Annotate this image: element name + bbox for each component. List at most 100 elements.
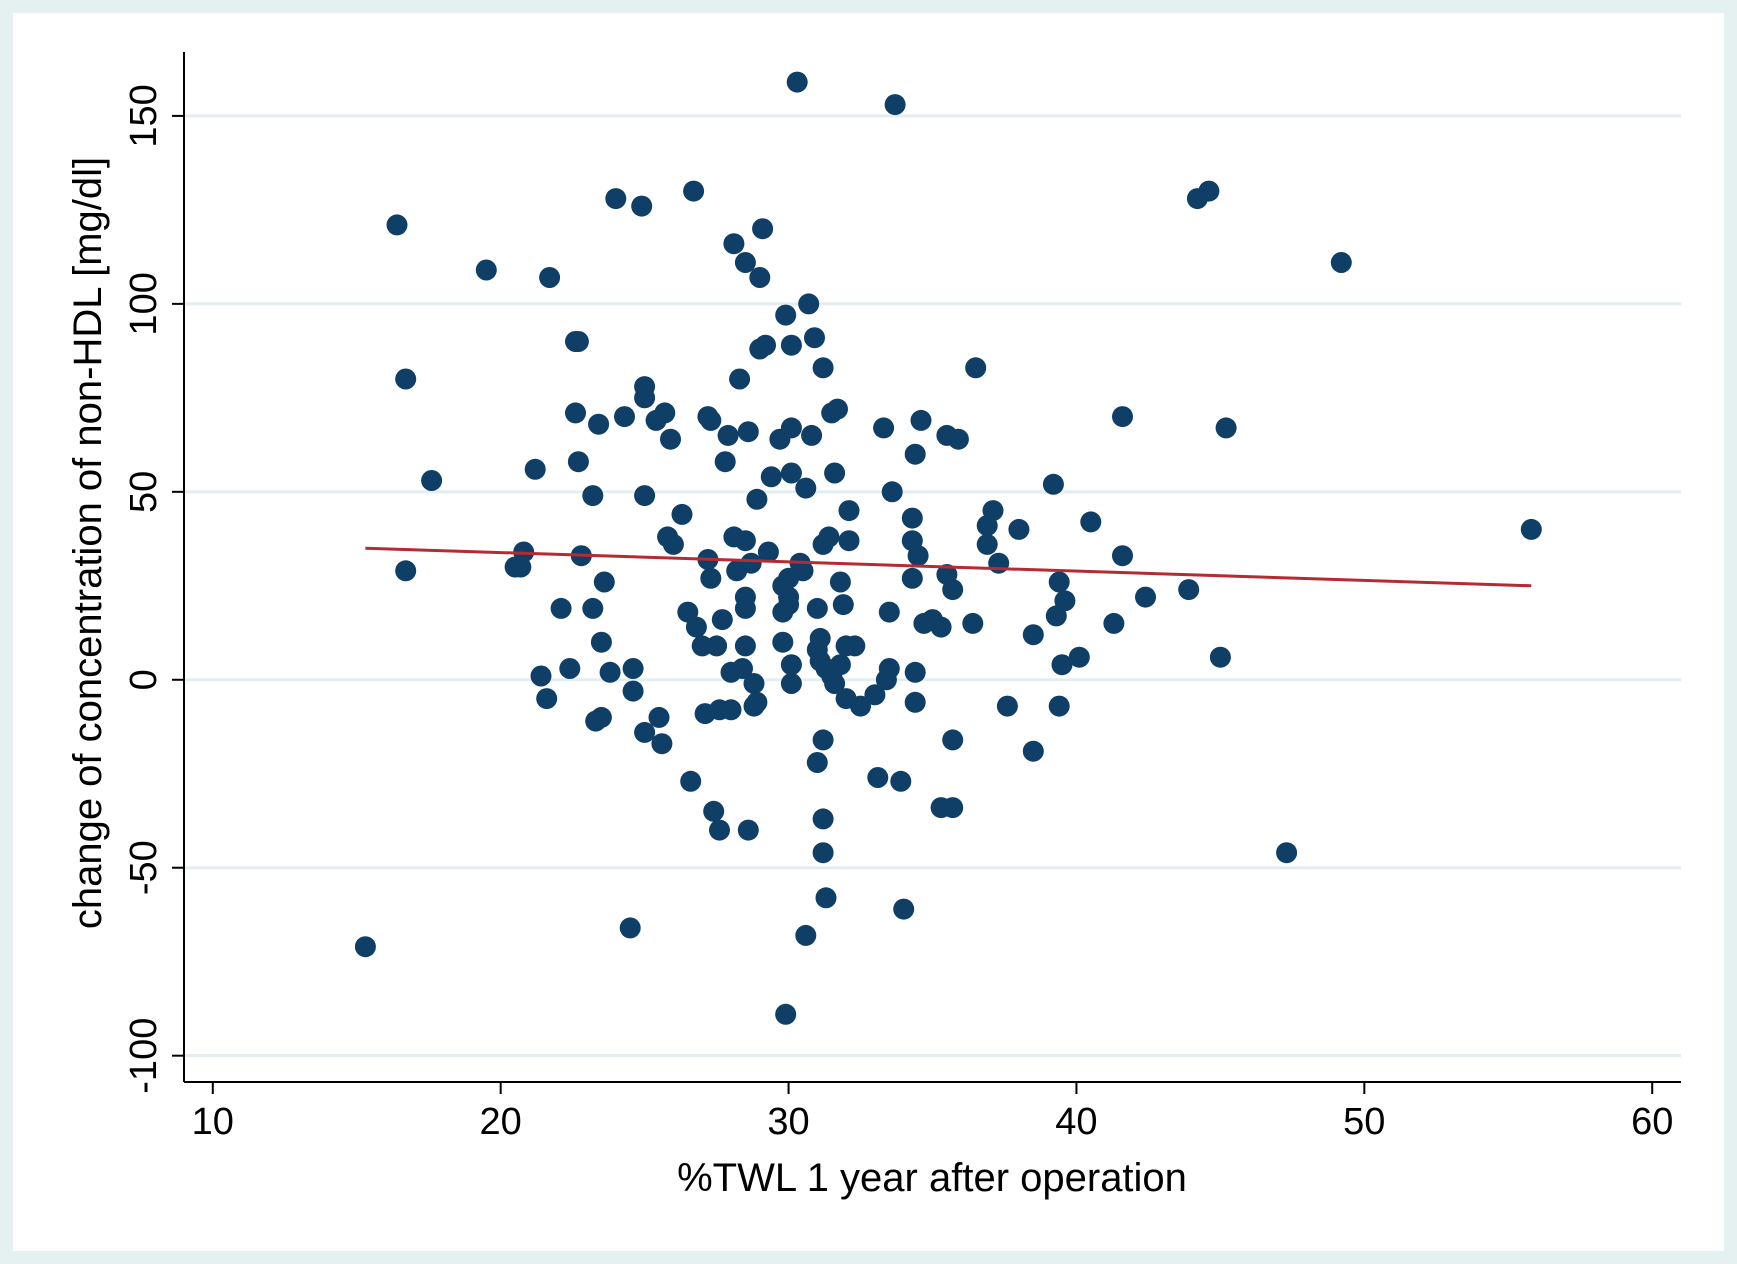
data-point-153	[907, 545, 929, 567]
data-point-150	[904, 443, 926, 465]
data-point-143	[881, 481, 903, 503]
data-point-39	[648, 706, 670, 728]
data-point-116	[812, 808, 834, 830]
data-point-64	[720, 699, 742, 721]
y-tick-label-5: 150	[123, 84, 165, 147]
data-point-20	[582, 485, 604, 507]
data-point-175	[1042, 473, 1064, 495]
data-point-104	[792, 560, 814, 582]
data-point-108	[801, 424, 823, 446]
gridlines	[184, 114, 1681, 1058]
y-tick-label-0: -100	[123, 1018, 165, 1094]
data-point-14	[559, 658, 581, 679]
data-point-144	[884, 94, 906, 116]
data-point-173	[1022, 740, 1044, 762]
data-point-78	[743, 673, 765, 694]
data-point-9	[524, 458, 546, 480]
data-point-128	[829, 654, 851, 676]
data-point-97	[780, 334, 802, 356]
data-point-37	[634, 721, 656, 743]
data-point-172	[1008, 518, 1030, 540]
data-point-70	[734, 252, 756, 273]
data-point-93	[775, 304, 797, 326]
data-point-40	[651, 733, 673, 755]
data-point-117	[812, 842, 834, 864]
data-point-48	[683, 180, 705, 202]
data-point-0	[354, 936, 376, 958]
data-point-55	[700, 409, 722, 431]
data-point-73	[734, 597, 756, 619]
data-point-145	[890, 770, 912, 792]
data-point-112	[806, 597, 828, 619]
data-point-127	[827, 398, 848, 420]
data-point-18	[567, 451, 589, 473]
data-point-179	[1051, 654, 1073, 676]
data-point-50	[691, 635, 713, 657]
data-point-69	[732, 658, 753, 679]
data-point-146	[893, 898, 915, 920]
data-point-183	[1103, 612, 1125, 634]
data-point-178	[1048, 695, 1070, 717]
data-point-23	[588, 413, 610, 435]
data-point-24	[590, 706, 612, 728]
x-axis-title: %TWL 1 year after operation	[677, 1156, 1187, 1200]
data-point-98	[780, 417, 802, 439]
data-point-31	[622, 658, 644, 679]
fit-line	[365, 546, 1532, 588]
data-point-84	[752, 218, 774, 240]
data-point-62	[717, 424, 739, 446]
data-point-151	[904, 661, 926, 683]
data-point-192	[1276, 842, 1298, 864]
data-point-170	[988, 552, 1010, 574]
data-point-87	[760, 466, 782, 488]
data-point-86	[757, 541, 779, 563]
data-point-171	[996, 695, 1018, 717]
plot-area	[13, 13, 1724, 1251]
data-point-136	[850, 695, 871, 717]
data-point-75	[737, 421, 759, 443]
data-point-11	[536, 688, 558, 710]
x-tick-label-3: 40	[1055, 1101, 1097, 1143]
data-point-141	[878, 658, 900, 679]
y-axis-ticks: -100 -50 0 50 100 150	[123, 84, 184, 1094]
data-point-71	[734, 530, 756, 552]
data-point-133	[838, 500, 860, 522]
data-point-189	[1198, 180, 1220, 202]
data-point-149	[901, 567, 923, 589]
x-tick-label-2: 30	[767, 1101, 809, 1143]
data-point-137	[864, 684, 886, 706]
data-point-130	[832, 594, 854, 616]
data-point-30	[619, 917, 641, 939]
data-point-165	[962, 612, 984, 634]
data-point-57	[706, 635, 728, 657]
data-point-106	[795, 924, 817, 946]
data-point-82	[749, 267, 771, 288]
data-point-122	[818, 526, 840, 548]
data-point-186	[1135, 586, 1156, 608]
data-point-12	[539, 267, 561, 288]
data-point-65	[723, 233, 745, 255]
data-point-118	[812, 357, 834, 379]
data-points	[354, 71, 1542, 1025]
data-point-47	[680, 770, 702, 792]
data-point-92	[775, 1003, 797, 1025]
data-point-61	[714, 451, 736, 473]
data-point-58	[709, 819, 730, 841]
data-point-28	[614, 406, 635, 428]
data-point-1	[386, 214, 408, 236]
data-point-190	[1209, 646, 1231, 668]
data-point-27	[599, 661, 621, 683]
data-point-142	[878, 601, 900, 623]
data-point-163	[942, 729, 964, 751]
data-point-134	[838, 530, 860, 552]
data-point-193	[1330, 252, 1352, 273]
data-point-111	[806, 752, 828, 773]
data-point-35	[634, 387, 656, 409]
data-point-49	[685, 616, 707, 638]
data-point-85	[755, 334, 776, 356]
data-point-139	[873, 417, 895, 439]
data-point-129	[829, 571, 851, 593]
data-point-43	[660, 428, 681, 450]
